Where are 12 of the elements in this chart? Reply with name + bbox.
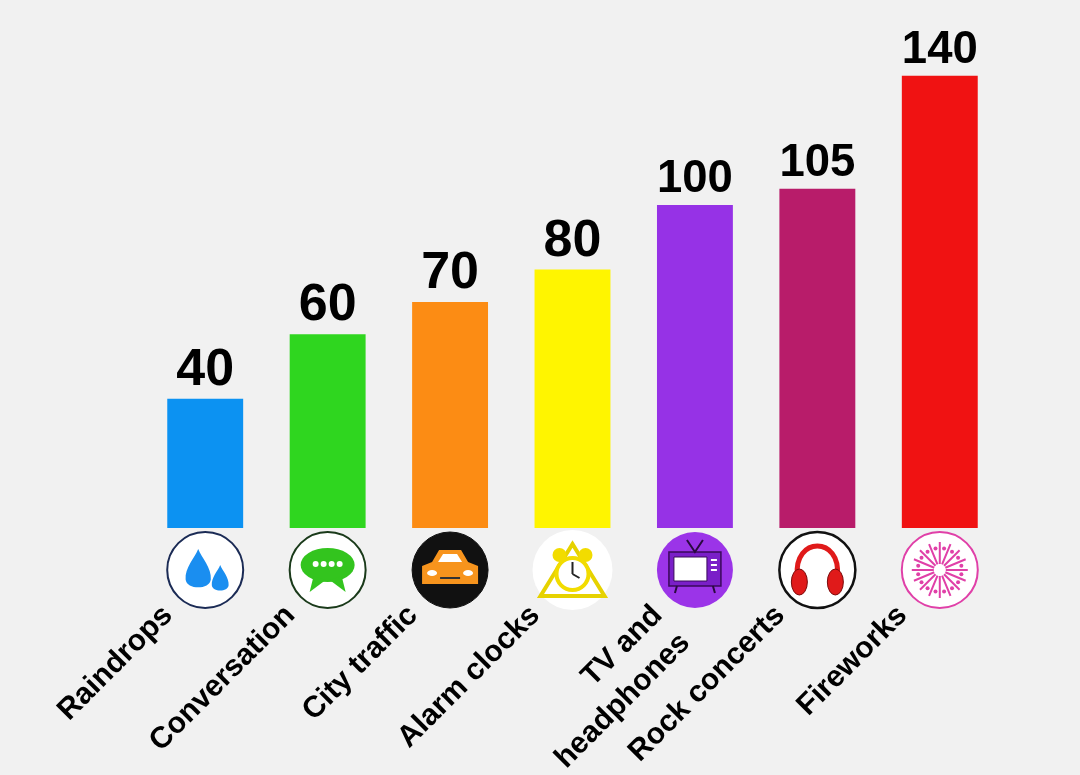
bar <box>656 205 733 528</box>
data-label: 140 <box>901 22 978 74</box>
data-label: 70 <box>421 240 479 299</box>
bar <box>412 301 489 528</box>
data-label: 80 <box>543 208 602 267</box>
data-label: 60 <box>298 273 357 332</box>
data-label: 40 <box>176 337 235 396</box>
data-label: 105 <box>779 135 856 187</box>
bar <box>289 334 366 528</box>
bar <box>167 398 244 528</box>
data-label: 100 <box>656 151 733 203</box>
bar <box>901 75 978 528</box>
